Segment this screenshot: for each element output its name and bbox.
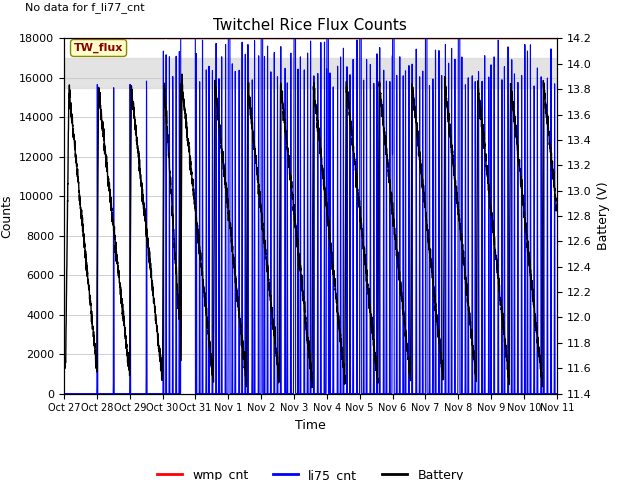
Y-axis label: Battery (V): Battery (V) [597, 182, 610, 250]
Title: Twitchel Rice Flux Counts: Twitchel Rice Flux Counts [214, 18, 407, 33]
Legend: wmp_cnt, li75_cnt, Battery: wmp_cnt, li75_cnt, Battery [152, 464, 468, 480]
Bar [64, 58, 557, 88]
Text: TW_flux: TW_flux [74, 43, 124, 53]
X-axis label: Time: Time [295, 419, 326, 432]
Text: No data for f_li77_cnt: No data for f_li77_cnt [24, 2, 144, 13]
Y-axis label: Counts: Counts [1, 194, 13, 238]
